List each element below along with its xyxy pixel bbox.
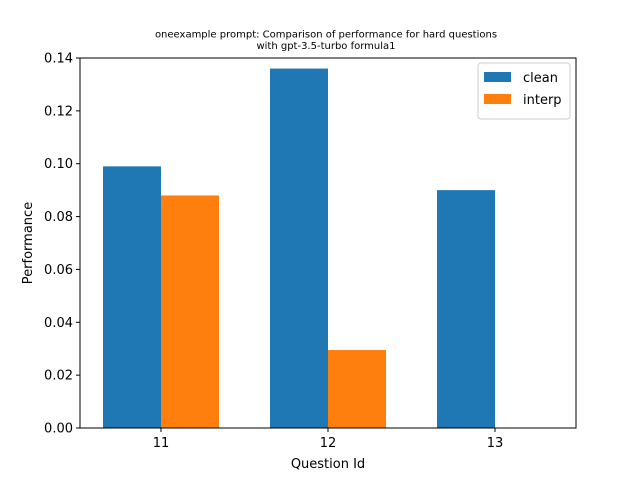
- y-tick-label: 0.08: [44, 210, 73, 225]
- y-tick-label: 0.02: [44, 369, 73, 384]
- bar-interp-11: [161, 195, 219, 428]
- y-tick-label: 0.10: [44, 157, 73, 172]
- chart-title-line-2: with gpt-3.5-turbo formula1: [256, 41, 395, 52]
- bar-clean-11: [103, 166, 161, 428]
- x-axis: 11 12 13: [153, 428, 504, 451]
- bar-clean-12: [270, 68, 328, 429]
- x-tick-label: 11: [153, 436, 170, 451]
- y-tick-label: 0.00: [44, 422, 73, 437]
- y-axis: 0.00 0.02 0.04 0.06 0.08 0.10 0.12 0.14: [44, 52, 80, 437]
- y-axis-label: Performance: [21, 202, 36, 284]
- chart-title-line-1: oneexample prompt: Comparison of perform…: [155, 30, 497, 41]
- bar-interp-12: [328, 350, 386, 428]
- y-tick-label: 0.04: [44, 316, 73, 331]
- x-tick-label: 13: [487, 436, 504, 451]
- y-tick-label: 0.06: [44, 263, 73, 278]
- y-tick-label: 0.12: [44, 104, 73, 119]
- x-axis-label: Question Id: [291, 457, 365, 472]
- bar-clean-13: [437, 190, 495, 428]
- x-tick-label: 12: [320, 436, 337, 451]
- y-tick-label: 0.14: [44, 52, 73, 67]
- chart-title: oneexample prompt: Comparison of perform…: [155, 30, 497, 53]
- plot-frame: [79, 57, 577, 429]
- bars-group: [103, 68, 495, 429]
- legend-swatch-interp: [484, 94, 511, 104]
- legend: clean interp: [477, 62, 571, 120]
- legend-label-interp: interp: [523, 93, 562, 108]
- legend-label-clean: clean: [523, 71, 558, 86]
- legend-swatch-clean: [484, 72, 511, 82]
